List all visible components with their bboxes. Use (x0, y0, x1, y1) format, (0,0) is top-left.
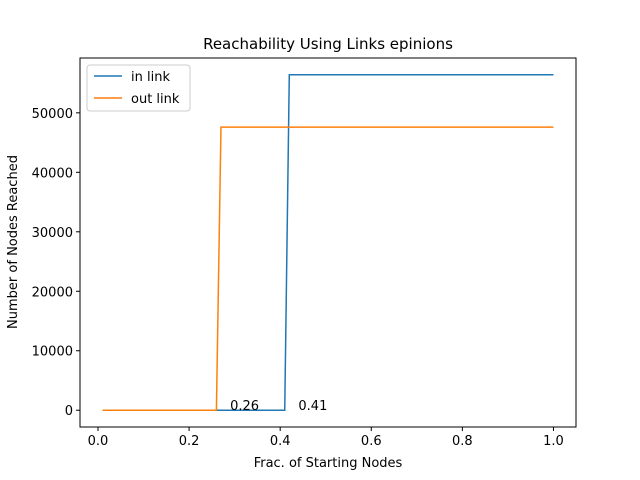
plot-lines (102, 74, 554, 411)
annotations: 0.26 0.41 (230, 399, 327, 414)
x-tick-label: 0.6 (361, 434, 382, 449)
legend: in link out link (86, 64, 191, 112)
x-tick-label: 0.8 (452, 434, 473, 449)
x-tick-label: 0.2 (179, 434, 200, 449)
y-tick-label: 40000 (32, 166, 73, 181)
y-tick-label: 30000 (32, 226, 73, 241)
y-tick-label: 20000 (32, 285, 73, 300)
legend-label-1: out link (131, 92, 180, 107)
chart-title: Reachability Using Links epinions (203, 35, 453, 53)
y-axis-title: Number of Nodes Reached (6, 155, 21, 329)
x-tick-label: 1.0 (543, 434, 564, 449)
plot-frame (79, 57, 577, 428)
x-tick-label: 0.0 (88, 434, 109, 449)
legend-label-0: in link (131, 70, 170, 85)
annotation-label: 0.26 (230, 399, 259, 414)
series-line-1 (102, 126, 554, 411)
y-axis-ticks: 0 10000 20000 30000 40000 50000 (32, 107, 80, 419)
y-tick-label: 50000 (32, 107, 73, 122)
x-axis-ticks: 0.0 0.2 0.4 0.6 0.8 1.0 (88, 427, 564, 449)
y-tick-label: 10000 (32, 345, 73, 360)
x-tick-label: 0.4 (270, 434, 291, 449)
y-tick-label: 0 (65, 404, 73, 419)
annotation-label: 0.41 (298, 399, 327, 414)
x-axis-title: Frac. of Starting Nodes (254, 456, 403, 471)
